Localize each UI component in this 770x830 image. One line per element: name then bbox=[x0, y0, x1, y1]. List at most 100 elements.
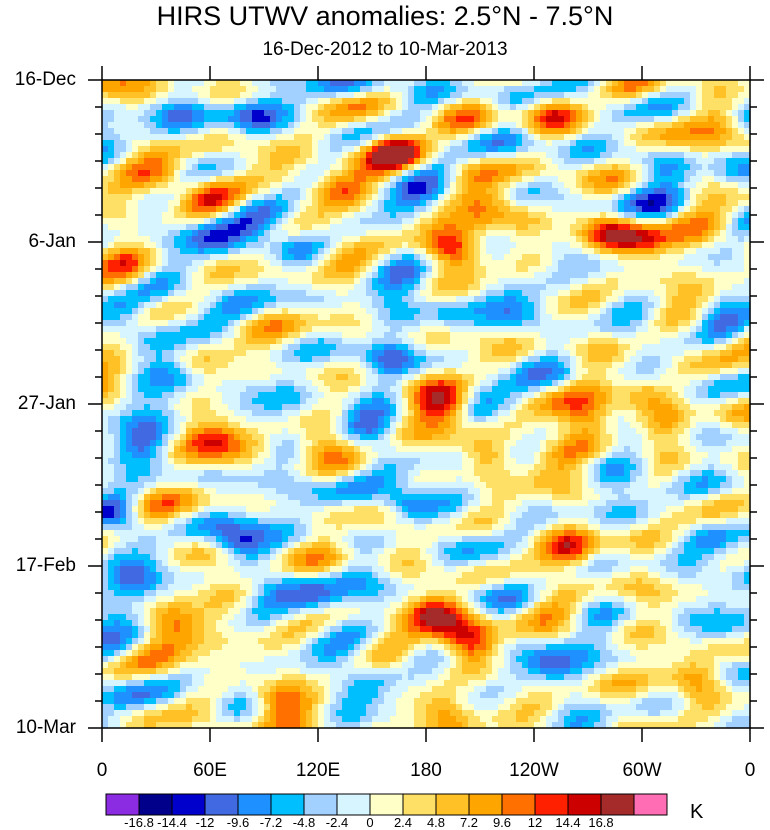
anomaly-cell bbox=[420, 242, 427, 249]
anomaly-cell bbox=[528, 212, 535, 219]
anomaly-cell bbox=[174, 314, 181, 321]
anomaly-cell bbox=[732, 302, 739, 309]
anomaly-cell bbox=[222, 290, 229, 297]
anomaly-cell bbox=[594, 128, 601, 135]
anomaly-cell bbox=[564, 128, 571, 135]
anomaly-cell bbox=[468, 86, 475, 93]
anomaly-cell bbox=[396, 248, 403, 255]
anomaly-cell bbox=[504, 278, 511, 285]
anomaly-cell bbox=[642, 110, 649, 117]
anomaly-cell bbox=[606, 110, 613, 117]
anomaly-cell bbox=[702, 170, 709, 177]
anomaly-cell bbox=[672, 338, 679, 345]
anomaly-cell bbox=[288, 308, 295, 315]
anomaly-cell bbox=[258, 116, 265, 123]
anomaly-cell bbox=[594, 176, 601, 183]
anomaly-cell bbox=[252, 158, 259, 165]
anomaly-cell bbox=[348, 176, 355, 183]
anomaly-cell bbox=[240, 260, 247, 267]
anomaly-cell bbox=[600, 176, 607, 183]
anomaly-cell bbox=[192, 206, 199, 213]
anomaly-cell bbox=[636, 242, 643, 249]
anomaly-cell bbox=[288, 242, 295, 249]
anomaly-cell bbox=[558, 206, 565, 213]
anomaly-cell bbox=[648, 242, 655, 249]
anomaly-cell bbox=[552, 302, 559, 309]
anomaly-cell bbox=[714, 104, 721, 111]
anomaly-cell bbox=[438, 218, 445, 225]
anomaly-cell bbox=[246, 242, 253, 249]
anomaly-cell bbox=[510, 308, 517, 315]
anomaly-cell bbox=[636, 212, 643, 219]
anomaly-cell bbox=[540, 170, 547, 177]
anomaly-cell bbox=[492, 134, 499, 141]
anomaly-cell bbox=[630, 182, 637, 189]
anomaly-cell bbox=[702, 302, 709, 309]
anomaly-cell bbox=[432, 344, 439, 351]
anomaly-cell bbox=[522, 80, 529, 87]
anomaly-cell bbox=[462, 92, 469, 99]
anomaly-cell bbox=[228, 290, 235, 297]
anomaly-cell bbox=[672, 308, 679, 315]
anomaly-cell bbox=[702, 326, 709, 333]
anomaly-cell bbox=[576, 218, 583, 225]
anomaly-cell bbox=[312, 176, 319, 183]
anomaly-cell bbox=[426, 110, 433, 117]
anomaly-cell bbox=[708, 104, 715, 111]
anomaly-cell bbox=[288, 110, 295, 117]
anomaly-cell bbox=[546, 146, 553, 153]
anomaly-cell bbox=[228, 350, 235, 357]
anomaly-cell bbox=[612, 140, 619, 147]
anomaly-cell bbox=[498, 308, 505, 315]
anomaly-cell bbox=[330, 296, 337, 303]
anomaly-cell bbox=[240, 170, 247, 177]
anomaly-cell bbox=[474, 116, 481, 123]
anomaly-cell bbox=[162, 140, 169, 147]
anomaly-cell bbox=[240, 272, 247, 279]
anomaly-cell bbox=[144, 152, 151, 159]
anomaly-cell bbox=[126, 350, 133, 357]
anomaly-cell bbox=[198, 140, 205, 147]
anomaly-cell bbox=[618, 194, 625, 201]
anomaly-cell bbox=[330, 212, 337, 219]
anomaly-cell bbox=[486, 128, 493, 135]
anomaly-cell bbox=[120, 152, 127, 159]
anomaly-cell bbox=[588, 176, 595, 183]
anomaly-cell bbox=[312, 128, 319, 135]
anomaly-cell bbox=[660, 332, 667, 339]
anomaly-cell bbox=[456, 248, 463, 255]
anomaly-cell bbox=[672, 110, 679, 117]
anomaly-cell bbox=[132, 152, 139, 159]
anomaly-cell bbox=[216, 200, 223, 207]
anomaly-cell bbox=[468, 344, 475, 351]
anomaly-cell bbox=[492, 200, 499, 207]
anomaly-cell bbox=[234, 176, 241, 183]
anomaly-cell bbox=[300, 296, 307, 303]
anomaly-cell bbox=[414, 212, 421, 219]
anomaly-cell bbox=[426, 344, 433, 351]
anomaly-cell bbox=[714, 188, 721, 195]
anomaly-cell bbox=[720, 92, 727, 99]
anomaly-cell bbox=[648, 122, 655, 129]
anomaly-cell bbox=[450, 326, 457, 333]
anomaly-cell bbox=[438, 104, 445, 111]
anomaly-cell bbox=[738, 182, 745, 189]
anomaly-cell bbox=[180, 200, 187, 207]
anomaly-cell bbox=[450, 236, 457, 243]
anomaly-cell bbox=[714, 284, 721, 291]
anomaly-cell bbox=[294, 350, 301, 357]
anomaly-cell bbox=[516, 290, 523, 297]
anomaly-cell bbox=[738, 248, 745, 255]
anomaly-cell bbox=[102, 296, 109, 303]
anomaly-cell bbox=[660, 284, 667, 291]
anomaly-cell bbox=[672, 218, 679, 225]
anomaly-cell bbox=[132, 266, 139, 273]
anomaly-cell bbox=[738, 86, 745, 93]
anomaly-cell bbox=[306, 140, 313, 147]
anomaly-cell bbox=[492, 92, 499, 99]
anomaly-cell bbox=[414, 122, 421, 129]
anomaly-cell bbox=[126, 212, 133, 219]
anomaly-cell bbox=[330, 326, 337, 333]
anomaly-cell bbox=[636, 344, 643, 351]
anomaly-cell bbox=[126, 104, 133, 111]
